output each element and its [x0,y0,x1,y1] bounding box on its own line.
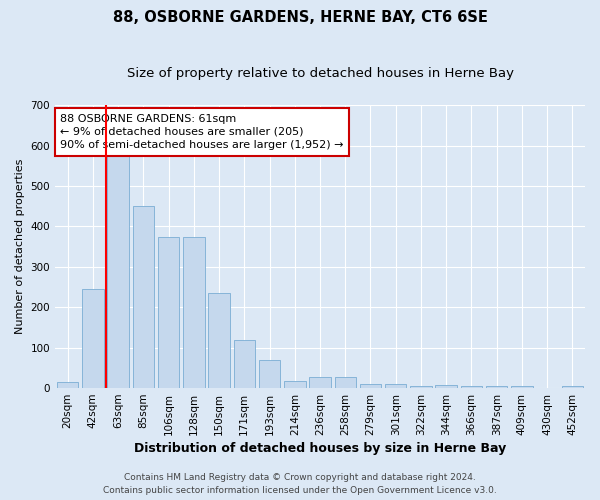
Bar [562,386,583,388]
Bar [158,236,179,388]
X-axis label: Distribution of detached houses by size in Herne Bay: Distribution of detached houses by size … [134,442,506,455]
Text: Contains HM Land Registry data © Crown copyright and database right 2024.
Contai: Contains HM Land Registry data © Crown c… [103,474,497,495]
Bar [410,386,431,388]
Bar [385,384,406,388]
Bar [436,385,457,388]
Bar [57,382,79,388]
Bar [360,384,381,388]
Bar [259,360,280,388]
Text: 88, OSBORNE GARDENS, HERNE BAY, CT6 6SE: 88, OSBORNE GARDENS, HERNE BAY, CT6 6SE [113,10,487,25]
Bar [183,236,205,388]
Bar [486,386,508,388]
Bar [335,377,356,388]
Bar [511,386,533,388]
Bar [208,293,230,388]
Bar [82,289,104,388]
Text: 88 OSBORNE GARDENS: 61sqm
← 9% of detached houses are smaller (205)
90% of semi-: 88 OSBORNE GARDENS: 61sqm ← 9% of detach… [61,114,344,150]
Bar [133,206,154,388]
Y-axis label: Number of detached properties: Number of detached properties [15,159,25,334]
Bar [461,386,482,388]
Bar [284,381,305,388]
Title: Size of property relative to detached houses in Herne Bay: Size of property relative to detached ho… [127,68,514,80]
Bar [233,340,255,388]
Bar [309,377,331,388]
Bar [107,150,129,388]
